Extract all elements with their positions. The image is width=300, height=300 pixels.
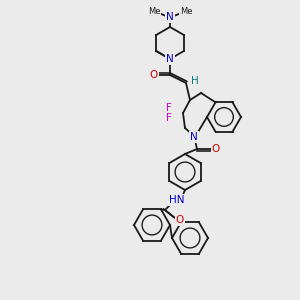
Text: O: O (176, 215, 184, 225)
Text: N: N (166, 54, 174, 64)
Text: F: F (166, 113, 172, 123)
Text: H: H (191, 76, 199, 86)
Text: HN: HN (169, 195, 185, 205)
Text: N: N (190, 132, 198, 142)
Text: Me: Me (180, 8, 192, 16)
Text: F: F (166, 103, 172, 113)
Text: O: O (150, 70, 158, 80)
Text: Me: Me (148, 8, 160, 16)
Text: O: O (212, 144, 220, 154)
Text: N: N (166, 12, 174, 22)
